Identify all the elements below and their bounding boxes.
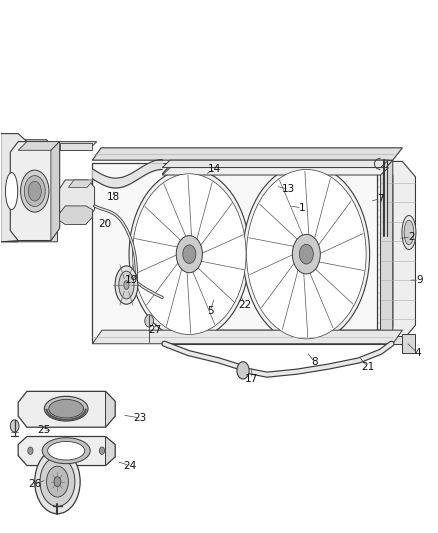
Polygon shape [381,336,416,344]
Text: 9: 9 [417,275,423,285]
Text: 18: 18 [107,192,120,202]
Circle shape [299,244,313,264]
Polygon shape [60,206,92,224]
Polygon shape [162,160,389,167]
Polygon shape [60,180,95,219]
Circle shape [183,245,196,263]
Polygon shape [18,437,115,465]
Polygon shape [403,335,416,353]
Text: 1: 1 [299,203,305,213]
Ellipse shape [119,271,134,299]
Polygon shape [381,160,393,344]
Text: 24: 24 [123,461,136,471]
Circle shape [129,169,250,340]
Text: 4: 4 [414,348,421,358]
Polygon shape [162,160,393,174]
Ellipse shape [49,399,84,418]
Text: 19: 19 [125,275,138,285]
Ellipse shape [404,220,414,245]
Text: 2: 2 [408,232,414,242]
Polygon shape [162,174,381,344]
Polygon shape [381,161,416,341]
Text: 21: 21 [361,362,374,372]
Ellipse shape [42,438,90,464]
Circle shape [99,447,105,455]
Circle shape [237,362,249,379]
Text: 5: 5 [207,306,214,316]
Circle shape [133,174,246,335]
Circle shape [145,314,153,327]
Ellipse shape [24,176,45,207]
Polygon shape [106,391,115,427]
Circle shape [54,477,61,487]
Circle shape [46,466,68,497]
Circle shape [247,169,366,339]
Polygon shape [51,142,60,240]
Circle shape [11,420,19,432]
Circle shape [176,236,202,273]
Text: 26: 26 [28,479,41,489]
Polygon shape [27,142,97,150]
Text: 14: 14 [208,164,221,174]
Polygon shape [92,163,377,342]
Ellipse shape [21,170,49,212]
Polygon shape [162,160,174,344]
Polygon shape [18,391,115,427]
Polygon shape [162,330,393,344]
Circle shape [28,447,33,455]
Polygon shape [1,134,27,242]
Polygon shape [92,330,403,344]
Ellipse shape [115,266,138,304]
Text: 23: 23 [133,413,146,423]
Polygon shape [1,231,57,242]
Ellipse shape [6,173,18,209]
Text: 22: 22 [239,300,252,310]
Text: 13: 13 [282,184,296,194]
Circle shape [35,449,80,514]
Polygon shape [18,142,60,150]
Circle shape [243,165,370,344]
Ellipse shape [28,181,41,201]
Ellipse shape [124,281,129,289]
Text: 17: 17 [245,374,258,384]
Text: 25: 25 [37,425,50,435]
Polygon shape [68,180,93,188]
Polygon shape [92,148,403,160]
Ellipse shape [402,215,416,249]
Ellipse shape [48,441,85,460]
Circle shape [292,235,320,274]
Polygon shape [106,437,115,465]
Circle shape [40,457,75,506]
Polygon shape [11,142,60,240]
Ellipse shape [44,397,88,421]
Polygon shape [60,143,92,150]
Text: 7: 7 [377,193,384,204]
Polygon shape [162,167,389,175]
Text: 8: 8 [312,357,318,367]
Text: 20: 20 [98,220,111,230]
Polygon shape [1,140,55,198]
Text: 27: 27 [148,325,161,335]
